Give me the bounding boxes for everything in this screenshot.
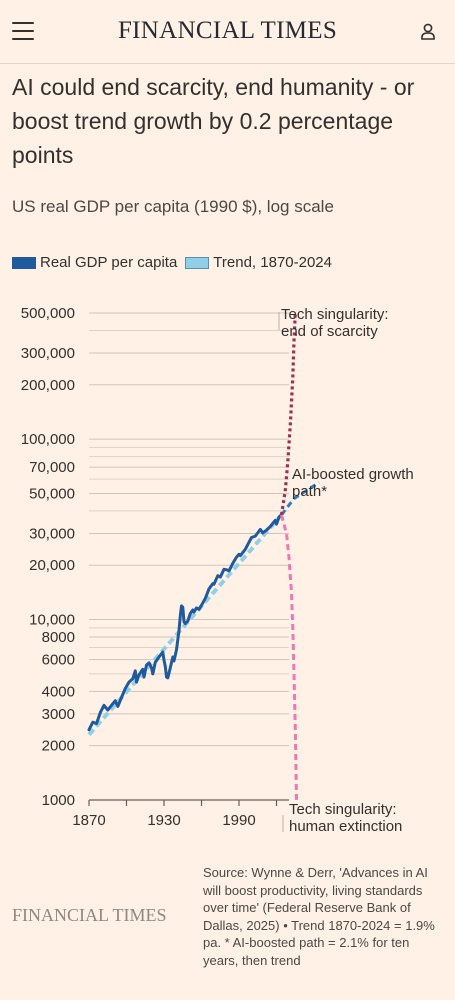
y-tick-label: 4000 (42, 683, 75, 700)
y-tick-label: 3000 (42, 706, 75, 723)
y-tick-label: 500,000 (21, 305, 75, 322)
y-tick-label: 10,000 (29, 612, 75, 629)
series-line-3 (279, 312, 297, 516)
legend-swatch-real-gdp (12, 256, 36, 269)
legend-label-real-gdp: Real GDP per capita (40, 254, 178, 271)
x-tick-label: 1990 (222, 812, 255, 829)
x-tick-label: 1870 (72, 812, 105, 829)
hamburger-menu-icon[interactable] (12, 22, 34, 42)
y-tick-label: 200,000 (21, 377, 75, 394)
annotation-end_scarcity: Tech singularity: (281, 306, 389, 323)
annotation-ai_boosted: AI-boosted growth (292, 466, 414, 483)
annotation-extinction: Tech singularity: (289, 801, 397, 818)
grid-lines (89, 312, 289, 801)
y-tick-label: 1000 (42, 792, 75, 809)
y-tick-label: 300,000 (21, 345, 75, 362)
series-line-2 (280, 481, 320, 516)
user-icon[interactable] (421, 22, 435, 42)
legend-swatch-trend (185, 256, 210, 269)
x-tick-label: 1930 (147, 812, 180, 829)
y-tick-label: 100,000 (21, 431, 75, 448)
headline: AI could end scarcity, end humanity - or… (12, 74, 415, 168)
annotations: Tech singularity:end of scarcityAI-boost… (278, 306, 414, 835)
chart-subtitle: US real GDP per capita (1990 $), log sca… (12, 197, 334, 216)
source-note: Source: Wynne & Derr, 'Advances in AI wi… (203, 865, 435, 968)
series-line-4 (280, 514, 298, 801)
legend-item-trend: Trend, 1870-2024 (185, 254, 332, 271)
x-axis: 1870 1930 1990 (72, 799, 289, 829)
legend-item-real-gdp: Real GDP per capita (12, 254, 177, 271)
legend-label-trend: Trend, 1870-2024 (213, 254, 332, 271)
top-bar: FINANCIAL TIMES (0, 0, 455, 64)
y-axis-labels: 500,000 300,000 200,000 100,000 70,000 50,000… (21, 305, 75, 809)
y-tick-label: 50,000 (29, 485, 75, 502)
y-tick-label: 70,000 (29, 459, 75, 476)
footer-logo: FINANCIAL TIMES (12, 905, 167, 925)
y-tick-label: 2000 (42, 738, 75, 755)
series-lines (87, 312, 320, 801)
series-line-0 (87, 513, 283, 732)
y-tick-label: 8000 (42, 629, 75, 646)
y-tick-label: 6000 (42, 652, 75, 669)
chart-legend: Real GDP per capita Trend, 1870-2024 (12, 254, 340, 271)
annotation-ai_boosted: path* (292, 483, 327, 500)
annotation-end_scarcity: end of scarcity (281, 323, 378, 340)
annotation-extinction: human extinction (289, 818, 402, 835)
y-tick-label: 30,000 (29, 525, 75, 542)
gdp-chart: 500,000 300,000 200,000 100,000 70,000 50,000… (21, 305, 414, 835)
masthead[interactable]: FINANCIAL TIMES (117, 17, 338, 44)
y-tick-label: 20,000 (29, 557, 75, 574)
